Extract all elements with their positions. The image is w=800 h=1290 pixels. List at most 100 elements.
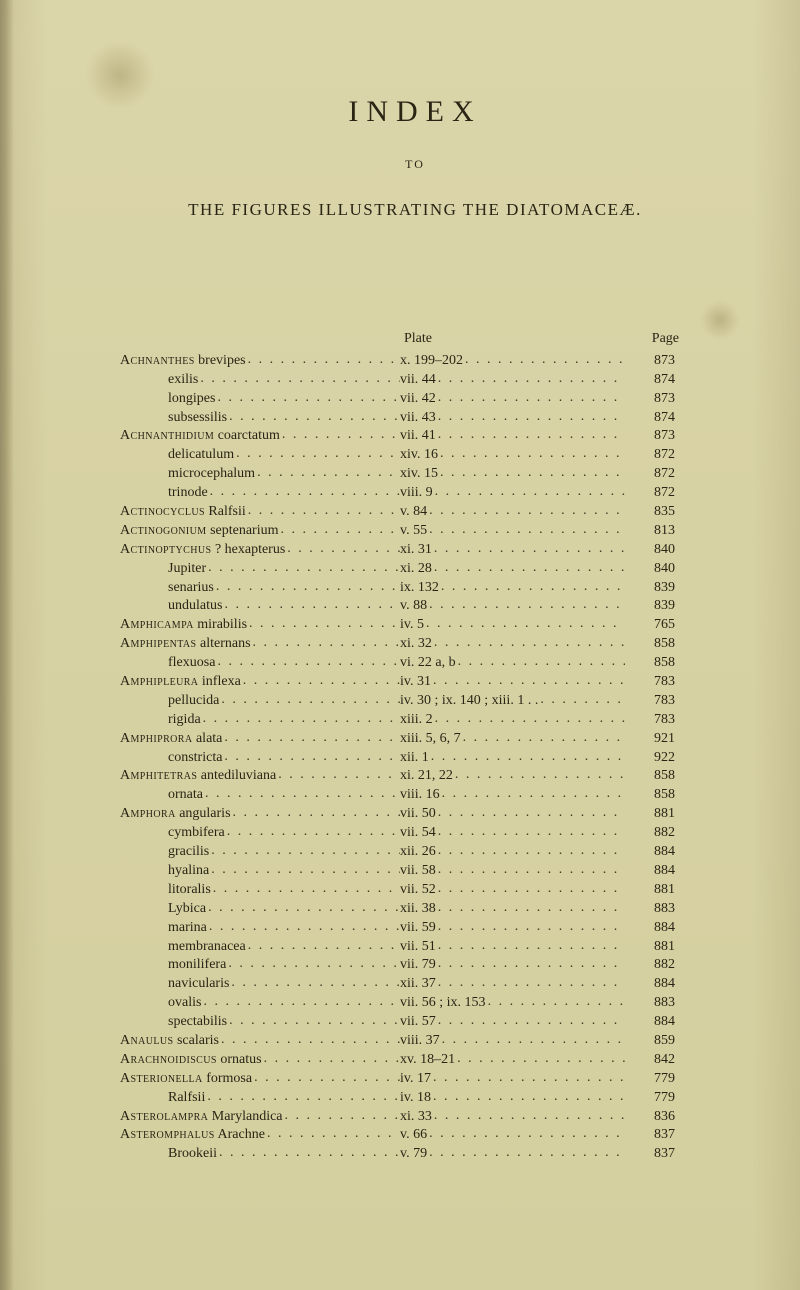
entry-name: Amphiprora alata xyxy=(120,730,224,749)
dot-leader xyxy=(219,1145,400,1163)
dot-leader xyxy=(465,352,625,370)
entry-name-column: delicatulum xyxy=(120,446,400,465)
dot-leader xyxy=(434,541,625,559)
dot-leader xyxy=(433,1070,625,1088)
entry-plate: xi. 31 xyxy=(400,541,434,560)
entry-name-column: Lybica xyxy=(120,900,400,919)
index-entry: microcephalum xiv. 15872 xyxy=(120,465,710,484)
entry-plate: v. 66 xyxy=(400,1126,429,1145)
entry-plate-column: vii. 42 xyxy=(400,390,625,409)
entry-page: 837 xyxy=(625,1145,675,1164)
entry-plate: x. 199–202 xyxy=(400,352,465,371)
entry-page: 858 xyxy=(625,654,675,673)
index-entry: Arachnoidiscus ornatus xv. 18–21842 xyxy=(120,1051,710,1070)
dot-leader xyxy=(208,560,400,578)
entry-plate-column: iv. 17 xyxy=(400,1070,625,1089)
entry-name: Amphitetras antediluviana xyxy=(120,767,278,786)
dot-leader xyxy=(248,352,400,370)
index-entry: rigida xiii. 2783 xyxy=(120,711,710,730)
entry-plate-column: xiv. 16 xyxy=(400,446,625,465)
entry-page: 813 xyxy=(625,522,675,541)
entry-name: trinode xyxy=(120,484,210,503)
entry-plate: vii. 52 xyxy=(400,881,438,900)
dot-leader xyxy=(231,975,400,993)
entry-plate: vii. 56 ; ix. 153 xyxy=(400,994,488,1013)
dot-leader xyxy=(216,579,400,597)
index-entry: membranacea vii. 51881 xyxy=(120,938,710,957)
dot-leader xyxy=(438,956,625,974)
page-subtitle: THE FIGURES ILLUSTRATING THE DIATOMACEÆ. xyxy=(120,200,710,220)
entry-plate-column: v. 88 xyxy=(400,597,625,616)
index-entry: navicularis xii. 37884 xyxy=(120,975,710,994)
index-entry: Brookeii v. 79837 xyxy=(120,1145,710,1164)
entry-page: 836 xyxy=(625,1108,675,1127)
index-entry: ornata viii. 16858 xyxy=(120,786,710,805)
entry-plate-column: x. 199–202 xyxy=(400,352,625,371)
entry-plate-column: viii. 37 xyxy=(400,1032,625,1051)
index-entry: exilis vii. 44874 xyxy=(120,371,710,390)
dot-leader xyxy=(429,1126,625,1144)
dot-leader xyxy=(455,767,625,785)
entry-plate-column: xi. 32 xyxy=(400,635,625,654)
index-entry: gracilis xii. 26884 xyxy=(120,843,710,862)
entry-plate-column: ix. 132 xyxy=(400,579,625,598)
entry-name-column: Jupiter xyxy=(120,560,400,579)
entry-plate: vii. 41 xyxy=(400,427,438,446)
entry-name-column: trinode xyxy=(120,484,400,503)
entry-name: gracilis xyxy=(120,843,211,862)
index-entry: monilifera vii. 79882 xyxy=(120,956,710,975)
entry-name-column: Actinogonium septenarium xyxy=(120,522,400,541)
dot-leader xyxy=(440,465,625,483)
index-entry: Actinoptychus ? hexapterus xi. 31 840 xyxy=(120,541,710,560)
entry-name-column: Actinoptychus ? hexapterus xyxy=(120,541,400,560)
index-entry: Achnanthidium coarctatum vii. 41873 xyxy=(120,427,710,446)
header-page: Page xyxy=(629,330,679,349)
entry-plate: vii. 54 xyxy=(400,824,438,843)
entry-name: hyalina xyxy=(120,862,211,881)
entry-plate-column: iv. 31 xyxy=(400,673,625,692)
dot-leader xyxy=(249,616,400,634)
entry-plate-column: viii. 16 xyxy=(400,786,625,805)
index-entry: litoralis vii. 52881 xyxy=(120,881,710,900)
dot-leader xyxy=(435,484,625,502)
entry-name: Amphipleura inflexa xyxy=(120,673,243,692)
entry-plate-column: v. 79 xyxy=(400,1145,625,1164)
entry-plate: vii. 51 xyxy=(400,938,438,957)
dot-leader xyxy=(211,843,400,861)
entry-name-column: undulatus xyxy=(120,597,400,616)
dot-leader xyxy=(457,1051,625,1069)
index-entry: Asterolampra Marylandica xi. 33836 xyxy=(120,1108,710,1127)
dot-leader xyxy=(200,371,400,389)
entry-name-column: ovalis xyxy=(120,994,400,1013)
entry-name-column: senarius xyxy=(120,579,400,598)
index-entry: subsessilis vii. 43874 xyxy=(120,409,710,428)
dot-leader xyxy=(221,692,400,710)
index-entry: Amphipentas alternans xi. 32858 xyxy=(120,635,710,654)
entry-page: 858 xyxy=(625,767,675,786)
index-entry: Asteromphalus Arachne v. 66837 xyxy=(120,1126,710,1145)
entry-name: ovalis xyxy=(120,994,203,1013)
entry-name-column: membranacea xyxy=(120,938,400,957)
entry-name: Jupiter xyxy=(120,560,208,579)
dot-leader xyxy=(243,673,400,691)
entry-page: 840 xyxy=(625,541,675,560)
dot-leader xyxy=(442,786,625,804)
entry-plate-column: xii. 26 xyxy=(400,843,625,862)
column-headers: Plate Page xyxy=(120,330,710,349)
dot-leader xyxy=(207,1089,400,1107)
dot-leader xyxy=(438,975,625,993)
entry-plate-column: xiii. 2 xyxy=(400,711,625,730)
entry-plate: iv. 31 xyxy=(400,673,433,692)
page-binding-shadow xyxy=(0,0,14,1290)
entry-plate: vii. 58 xyxy=(400,862,438,881)
dot-leader xyxy=(438,409,625,427)
entry-page: 840 xyxy=(625,560,675,579)
dot-leader xyxy=(267,1126,400,1144)
dot-leader xyxy=(248,938,400,956)
dot-leader xyxy=(282,427,400,445)
dot-leader xyxy=(434,1108,625,1126)
dot-leader xyxy=(429,597,625,615)
entry-plate: xii. 1 xyxy=(400,749,431,768)
entry-page: 783 xyxy=(625,692,675,711)
dot-leader xyxy=(438,805,625,823)
